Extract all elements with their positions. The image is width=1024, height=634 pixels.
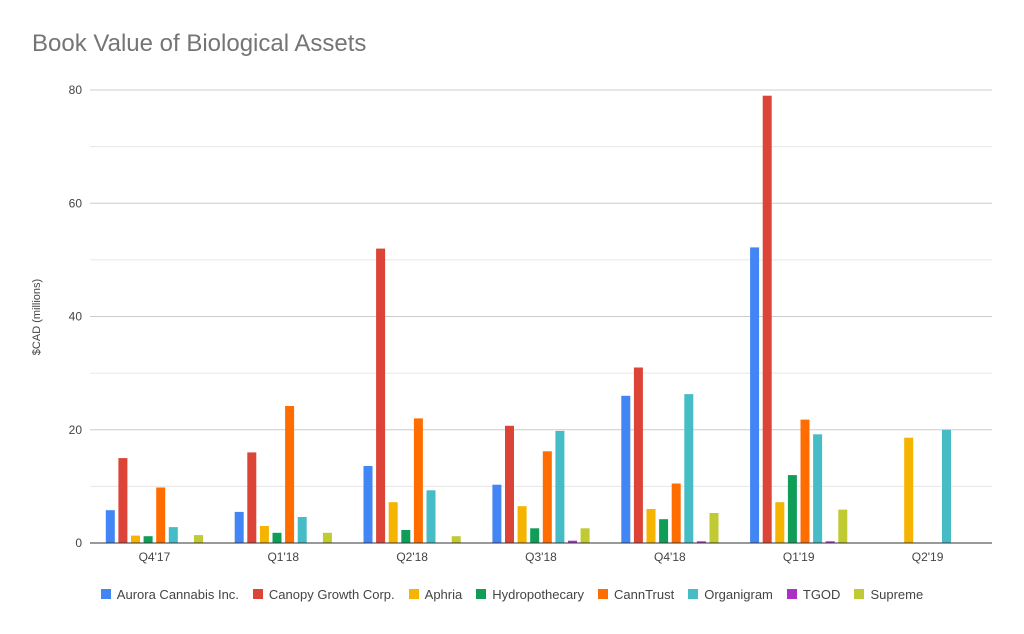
bar xyxy=(285,406,295,543)
bar xyxy=(492,484,502,543)
bar xyxy=(762,95,772,543)
legend-item: Canopy Growth Corp. xyxy=(252,586,395,602)
bar xyxy=(517,506,527,543)
legend-item: Aphria xyxy=(408,586,463,602)
bar xyxy=(194,535,203,543)
bar xyxy=(505,425,514,543)
y-tick-label: 60 xyxy=(69,196,83,210)
bar xyxy=(363,466,373,543)
bar xyxy=(671,483,681,543)
legend-swatch xyxy=(786,589,797,599)
legend-label: Hydropothecary xyxy=(492,586,585,602)
bar xyxy=(322,532,332,543)
bar xyxy=(750,247,760,543)
y-tick-label: 80 xyxy=(69,83,83,97)
legend: Aurora Cannabis Inc. Canopy Growth Corp. A… xyxy=(0,582,1024,606)
bar xyxy=(580,528,590,543)
bar xyxy=(813,434,823,543)
bar xyxy=(838,509,848,543)
y-tick-labels: 0 20 40 60 80 xyxy=(69,83,83,550)
bar xyxy=(696,541,706,543)
bar xyxy=(272,532,282,543)
bar xyxy=(401,530,411,543)
x-tick-label: Q2'19 xyxy=(912,550,944,564)
x-tick-label: Q1'19 xyxy=(783,550,815,564)
bar xyxy=(904,437,914,543)
bar xyxy=(659,519,669,543)
bar xyxy=(376,248,386,543)
legend-item: TGOD xyxy=(786,586,841,602)
legend-swatch xyxy=(598,589,609,599)
bar xyxy=(451,536,461,543)
bar xyxy=(105,510,115,543)
bar xyxy=(555,430,565,543)
legend-item: Aurora Cannabis Inc. xyxy=(100,586,239,602)
legend-swatch xyxy=(854,589,865,599)
bar xyxy=(297,517,307,543)
bar xyxy=(168,527,178,543)
legend-label: Aphria xyxy=(424,586,463,602)
y-tick-label: 40 xyxy=(69,310,83,324)
bar xyxy=(413,418,423,543)
bar xyxy=(646,509,656,543)
legend-label: Supreme xyxy=(870,586,924,602)
gridlines xyxy=(90,89,992,487)
x-tick-labels: Q4'17 Q1'18 Q2'18 Q3'18 Q4'18 Q1'19 Q2'19 xyxy=(139,550,944,564)
bar xyxy=(143,536,153,543)
legend-swatch xyxy=(476,589,487,599)
legend-label: CannTrust xyxy=(614,586,675,602)
bar xyxy=(131,535,140,543)
legend-swatch xyxy=(688,589,699,599)
bar xyxy=(800,419,810,543)
y-axis-label: $CAD (millions) xyxy=(31,279,43,355)
bar xyxy=(234,511,244,543)
legend-swatch xyxy=(100,589,111,599)
x-tick-label: Q2'18 xyxy=(396,550,428,564)
legend-swatch xyxy=(408,589,419,599)
x-tick-label: Q3'18 xyxy=(525,550,557,564)
bar xyxy=(787,475,797,543)
bar xyxy=(942,429,951,544)
legend-item: Organigram xyxy=(688,587,773,602)
bar xyxy=(568,540,577,543)
bar xyxy=(156,487,166,543)
bar xyxy=(247,452,257,543)
bar xyxy=(530,528,540,543)
legend-item: Hydropothecary xyxy=(476,587,584,602)
legend-item: Supreme xyxy=(854,587,923,602)
legend-item: CannTrust xyxy=(598,587,674,602)
chart-title: Book Value of Biological Assets xyxy=(32,30,367,57)
bar xyxy=(633,367,643,543)
legend-label: Canopy Growth Corp. xyxy=(268,586,395,602)
bar xyxy=(684,394,694,543)
bar xyxy=(709,513,719,543)
bar xyxy=(259,526,269,543)
x-tick-label: Q4'18 xyxy=(654,550,686,564)
legend-label: TGOD xyxy=(802,586,841,602)
bar xyxy=(426,490,436,543)
bars xyxy=(105,95,951,544)
legend-label: Aurora Cannabis Inc. xyxy=(116,586,239,602)
x-tick-label: Q4'17 xyxy=(139,550,171,564)
bar xyxy=(542,451,552,543)
legend-label: Organigram xyxy=(704,586,773,602)
x-tick-label: Q1'18 xyxy=(267,550,299,564)
bar xyxy=(621,395,631,543)
bar xyxy=(775,502,785,543)
bar xyxy=(388,502,398,543)
y-tick-label: 20 xyxy=(69,423,83,437)
y-tick-label: 0 xyxy=(75,536,82,550)
bar xyxy=(825,541,835,543)
legend-swatch xyxy=(252,589,263,599)
bar xyxy=(118,458,128,543)
